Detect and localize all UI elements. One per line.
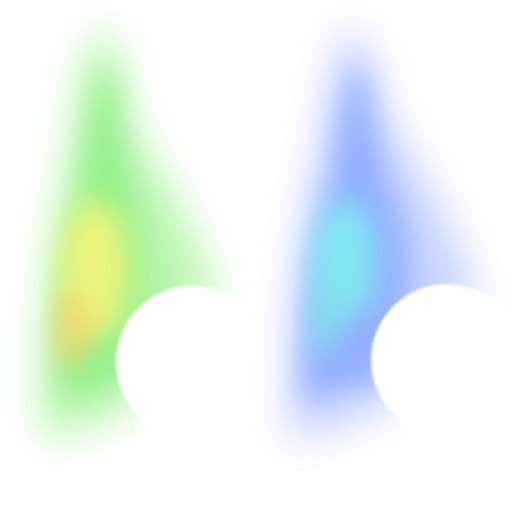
white-circle: [371, 284, 512, 436]
flame-orange: [56, 292, 88, 368]
white-circle: [116, 286, 268, 438]
flame-cyan-low: [309, 286, 341, 354]
